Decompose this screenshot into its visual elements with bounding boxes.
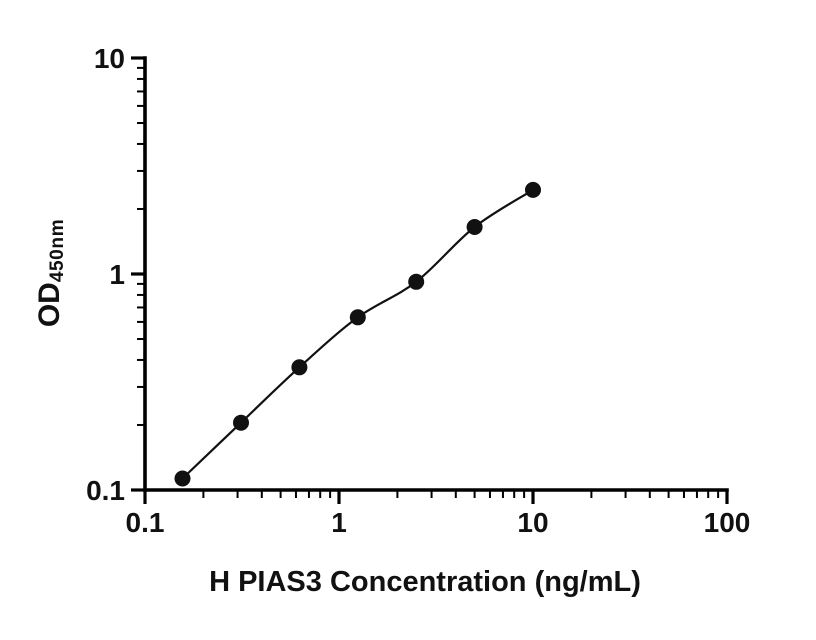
x-tick-label: 1 (331, 507, 347, 538)
x-tick-label: 10 (517, 507, 548, 538)
data-point (408, 273, 425, 290)
y-axis-title-subscript: 450nm (47, 218, 69, 283)
data-point (291, 359, 308, 376)
data-point (233, 414, 249, 431)
y-tick-label: 1 (109, 259, 125, 290)
data-point (525, 181, 541, 198)
data-point (349, 309, 366, 326)
data-point (466, 219, 483, 235)
data-point (174, 470, 191, 487)
y-tick-label: 0.1 (86, 475, 125, 506)
x-axis-title: H PIAS3 Concentration (ng/mL) (209, 566, 641, 598)
y-axis-title: OD450nm (29, 123, 71, 423)
x-tick-label: 0.1 (126, 507, 165, 538)
y-axis-title-main: OD (33, 282, 66, 328)
curve-line (181, 188, 534, 480)
x-tick-label: 100 (704, 507, 751, 538)
axis-spine (143, 56, 729, 492)
y-tick-label: 10 (94, 43, 125, 74)
